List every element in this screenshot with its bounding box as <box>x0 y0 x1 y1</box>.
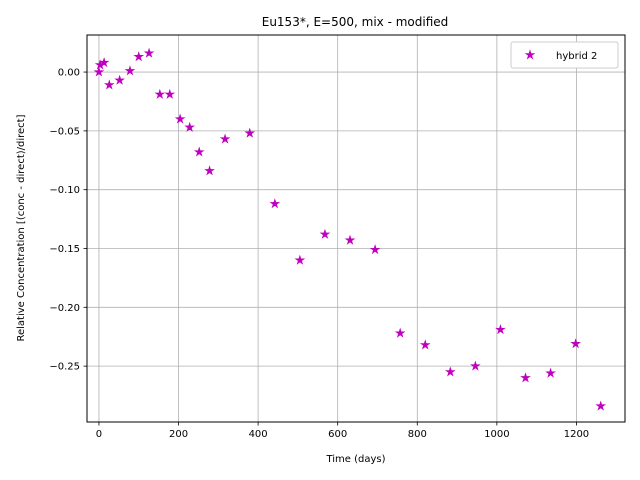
data-point <box>164 88 176 99</box>
data-point <box>595 400 607 411</box>
data-point <box>369 244 381 255</box>
data-point <box>344 234 356 245</box>
y-axis-label: Relative Concentration [(conc - direct)/… <box>16 114 27 341</box>
data-point <box>193 146 205 157</box>
data-point <box>204 165 215 176</box>
data-point <box>269 198 281 209</box>
x-tick-label: 1000 <box>484 429 509 440</box>
grid <box>87 35 625 422</box>
series-points <box>93 47 607 411</box>
y-tick-label: −0.20 <box>49 303 80 314</box>
x-tick-label: 0 <box>96 429 102 440</box>
data-point <box>495 324 506 335</box>
legend-label: hybrid 2 <box>556 51 597 62</box>
data-point <box>219 133 231 144</box>
data-point <box>98 57 110 68</box>
data-point <box>174 113 186 124</box>
data-point <box>570 338 581 349</box>
data-point <box>143 47 155 58</box>
data-point <box>124 65 136 76</box>
plot-frame <box>86 34 626 423</box>
legend-marker <box>524 49 536 60</box>
data-point <box>114 74 125 85</box>
y-tick-label: −0.25 <box>49 362 80 373</box>
data-point <box>520 372 531 383</box>
data-point <box>545 367 556 378</box>
data-point <box>244 127 256 138</box>
data-point <box>184 121 195 132</box>
x-axis-label: Time (days) <box>325 454 385 465</box>
chart-title: Eu153*, E=500, mix - modified <box>262 15 449 29</box>
data-point <box>93 66 105 77</box>
data-point <box>103 79 115 90</box>
y-tick-label: −0.05 <box>49 126 80 137</box>
y-tick-label: 0.00 <box>58 68 80 79</box>
data-point <box>294 254 306 265</box>
y-tick-label: −0.10 <box>49 185 80 196</box>
x-tick-label: 800 <box>408 429 427 440</box>
x-tick-label: 1200 <box>564 429 589 440</box>
legend-box <box>510 41 619 69</box>
data-point <box>445 366 456 377</box>
x-tick-label: 600 <box>328 429 347 440</box>
x-tick-label: 400 <box>249 429 268 440</box>
y-tick-label: −0.15 <box>49 244 80 255</box>
data-point <box>319 228 331 239</box>
axis-ticks: 0 200 400 600 800 1000 1200 0.00 −0.05 −0.10 −0.15… <box>49 68 589 440</box>
x-tick-label: 200 <box>169 429 188 440</box>
data-point <box>470 360 481 371</box>
data-point <box>154 88 166 99</box>
data-point <box>419 339 431 350</box>
legend: hybrid 2 <box>510 41 619 69</box>
data-point <box>133 51 145 62</box>
data-point <box>394 327 406 338</box>
